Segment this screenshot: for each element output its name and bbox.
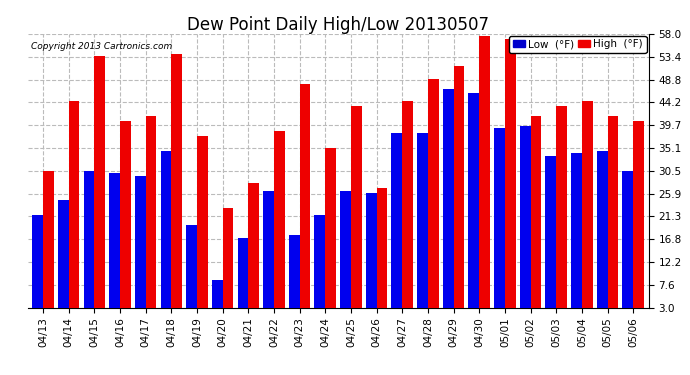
Bar	[248, 183, 259, 322]
Bar	[520, 126, 531, 322]
Bar	[391, 133, 402, 322]
Bar	[315, 215, 325, 322]
Bar	[58, 201, 69, 322]
Bar	[263, 190, 274, 322]
Bar	[428, 78, 439, 322]
Bar	[597, 151, 607, 322]
Bar	[340, 190, 351, 322]
Bar	[186, 225, 197, 322]
Bar	[197, 136, 208, 322]
Bar	[494, 128, 505, 322]
Bar	[443, 88, 453, 322]
Bar	[366, 193, 377, 322]
Bar	[607, 116, 618, 322]
Bar	[289, 236, 299, 322]
Bar	[469, 93, 480, 322]
Bar	[299, 84, 310, 322]
Text: Copyright 2013 Cartronics.com: Copyright 2013 Cartronics.com	[31, 42, 172, 51]
Bar	[135, 176, 146, 322]
Bar	[69, 101, 79, 322]
Bar	[505, 39, 515, 322]
Title: Dew Point Daily High/Low 20130507: Dew Point Daily High/Low 20130507	[187, 16, 489, 34]
Bar	[120, 121, 131, 322]
Bar	[161, 151, 171, 322]
Bar	[377, 188, 387, 322]
Bar	[237, 238, 248, 322]
Bar	[545, 156, 556, 322]
Bar	[571, 153, 582, 322]
Legend: Low  (°F), High  (°F): Low (°F), High (°F)	[509, 36, 647, 53]
Bar	[95, 56, 105, 322]
Bar	[83, 171, 95, 322]
Bar	[582, 101, 593, 322]
Bar	[417, 133, 428, 322]
Bar	[146, 116, 157, 322]
Bar	[402, 101, 413, 322]
Bar	[171, 54, 182, 322]
Bar	[212, 280, 223, 322]
Bar	[32, 215, 43, 322]
Bar	[351, 106, 362, 322]
Bar	[480, 36, 490, 322]
Bar	[223, 208, 233, 322]
Bar	[622, 171, 633, 322]
Bar	[453, 66, 464, 322]
Bar	[556, 106, 567, 322]
Bar	[325, 148, 336, 322]
Bar	[531, 116, 542, 322]
Bar	[43, 171, 54, 322]
Bar	[274, 131, 285, 322]
Bar	[633, 121, 644, 322]
Bar	[109, 173, 120, 322]
